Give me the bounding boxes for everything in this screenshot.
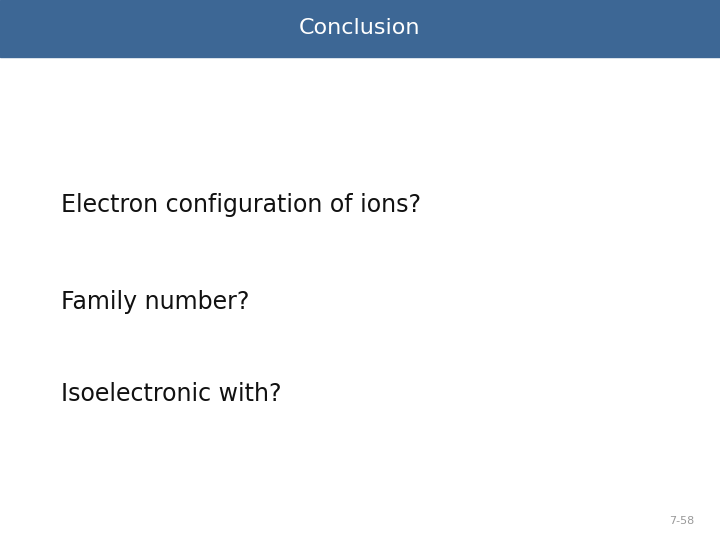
Text: Family number?: Family number? [61,291,250,314]
Text: Electron configuration of ions?: Electron configuration of ions? [61,193,421,217]
Bar [0,0,720,57]
Text: Conclusion: Conclusion [300,18,420,38]
Text: 7-58: 7-58 [670,516,695,526]
Text: Isoelectronic with?: Isoelectronic with? [61,382,282,406]
